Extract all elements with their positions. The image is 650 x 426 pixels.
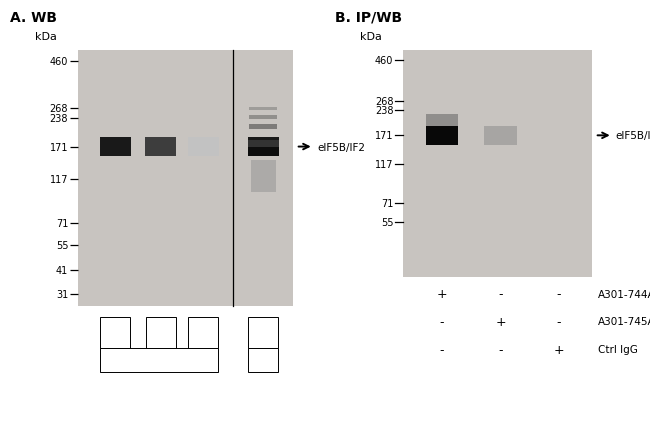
- Text: 5: 5: [200, 328, 207, 338]
- Text: 460: 460: [50, 57, 68, 67]
- Text: 460: 460: [375, 55, 393, 66]
- Text: -: -: [557, 315, 561, 328]
- Text: HeLa: HeLa: [145, 355, 174, 366]
- Text: 71: 71: [381, 198, 393, 208]
- Text: +: +: [437, 288, 447, 300]
- Text: eIF5B/IF2: eIF5B/IF2: [317, 142, 365, 152]
- Text: 15: 15: [154, 328, 168, 338]
- Text: 55: 55: [381, 218, 393, 227]
- Text: 55: 55: [56, 240, 68, 250]
- Bar: [100, 348, 218, 373]
- Text: B. IP/WB: B. IP/WB: [335, 11, 402, 25]
- Bar: [426, 127, 458, 145]
- Text: 238: 238: [375, 106, 393, 116]
- Text: 31: 31: [56, 290, 68, 300]
- Bar: [248, 138, 279, 157]
- Text: 41: 41: [56, 266, 68, 276]
- Bar: [187, 138, 218, 157]
- Text: A301-744A: A301-744A: [598, 289, 650, 299]
- Text: 171: 171: [50, 142, 68, 152]
- Bar: [426, 115, 458, 136]
- Text: 268: 268: [375, 97, 393, 106]
- Bar: [248, 348, 278, 373]
- Text: 171: 171: [375, 131, 393, 141]
- Text: 71: 71: [56, 218, 68, 228]
- Text: -: -: [557, 288, 561, 300]
- Text: 268: 268: [50, 104, 68, 113]
- Bar: [248, 141, 279, 147]
- Bar: [403, 51, 592, 277]
- Text: +: +: [554, 343, 564, 356]
- Text: 117: 117: [50, 175, 68, 185]
- Bar: [188, 317, 218, 348]
- Bar: [78, 51, 292, 307]
- Text: kDa: kDa: [360, 32, 382, 42]
- Text: T: T: [260, 355, 266, 366]
- Text: +: +: [495, 315, 506, 328]
- Text: 50: 50: [256, 328, 270, 338]
- Text: 50: 50: [109, 328, 122, 338]
- Text: -: -: [440, 343, 444, 356]
- Bar: [484, 127, 517, 145]
- Text: Ctrl IgG: Ctrl IgG: [598, 344, 638, 354]
- Bar: [100, 138, 131, 157]
- Text: -: -: [440, 315, 444, 328]
- Text: A301-745A: A301-745A: [598, 317, 650, 327]
- Bar: [249, 108, 278, 111]
- Text: A. WB: A. WB: [10, 11, 57, 25]
- Text: -: -: [499, 288, 502, 300]
- Bar: [146, 317, 176, 348]
- Bar: [249, 125, 278, 130]
- Text: 238: 238: [50, 114, 68, 124]
- Text: 117: 117: [375, 160, 393, 170]
- Text: kDa: kDa: [35, 32, 57, 42]
- Bar: [251, 161, 276, 193]
- Text: -: -: [499, 343, 502, 356]
- Bar: [100, 317, 131, 348]
- Bar: [248, 147, 279, 157]
- Text: eIF5B/IF2: eIF5B/IF2: [616, 131, 650, 141]
- Bar: [146, 138, 177, 157]
- Bar: [249, 115, 278, 120]
- Bar: [248, 317, 278, 348]
